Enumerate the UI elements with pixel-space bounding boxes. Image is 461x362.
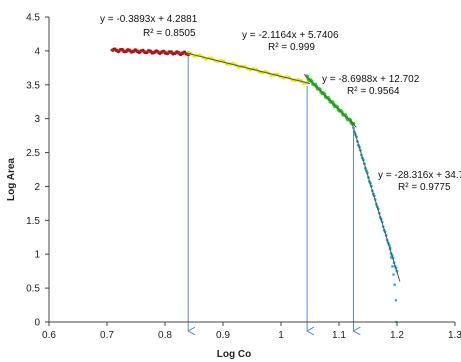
y-tick-label: 1 xyxy=(34,250,40,261)
data-point xyxy=(391,265,394,268)
y-axis-title: Log Area xyxy=(6,158,17,201)
data-point xyxy=(393,283,396,287)
data-point xyxy=(392,273,395,276)
y-tick-label: 2.5 xyxy=(26,148,40,159)
y-tick-label: 3 xyxy=(34,114,40,125)
trendline-equation: y = -28.316x + 34.717 xyxy=(378,170,461,181)
y-tick-label: 2 xyxy=(34,182,40,193)
y-tick-label: 0 xyxy=(34,318,40,329)
x-tick-label: 1.2 xyxy=(390,330,404,341)
x-tick-label: 0.6 xyxy=(42,330,56,341)
y-tick-label: 4.5 xyxy=(26,13,40,24)
data-point xyxy=(335,105,340,109)
trendline-equation: y = -8.6988x + 12.702 xyxy=(322,74,420,85)
y-tick-label: 1.5 xyxy=(26,216,40,227)
trendline xyxy=(185,52,311,85)
x-axis-title: Log Co xyxy=(217,349,251,360)
x-tick-label: 1.3 xyxy=(448,330,461,341)
trendline xyxy=(303,73,357,128)
trendline xyxy=(109,49,192,55)
y-tick-label: 0.5 xyxy=(26,284,40,295)
trendline-r-squared: R² = 0.9775 xyxy=(398,182,451,193)
x-tick-label: 1 xyxy=(278,330,284,341)
x-tick-label: 0.7 xyxy=(100,330,114,341)
trendline xyxy=(350,118,401,282)
trendline-r-squared: R² = 0.9564 xyxy=(347,86,400,97)
x-tick-label: 1.1 xyxy=(332,330,346,341)
labels: 0.6 0.7 0.8 0.9 1 1.1 1.2 1.3 0 0.5 1 1.5 2 2.5 3 3.5 4 4… xyxy=(6,13,461,361)
trendline-equation: y = -0.3893x + 4.2881 xyxy=(100,14,198,25)
axes xyxy=(45,16,456,326)
breakpoint-arrows xyxy=(188,56,353,331)
trendline-r-squared: R² = 0.8505 xyxy=(143,28,196,39)
y-tick-label: 3.5 xyxy=(26,80,40,91)
y-tick-label: 4 xyxy=(34,46,40,57)
x-tick-label: 0.8 xyxy=(158,330,172,341)
x-tick-label: 0.9 xyxy=(216,330,230,341)
trendline-equation: y = -2.1164x + 5.7406 xyxy=(242,30,339,41)
trendlines xyxy=(109,49,401,282)
trendline-r-squared: R² = 0.999 xyxy=(268,42,315,53)
data-point xyxy=(389,256,393,259)
data-point xyxy=(394,299,398,302)
